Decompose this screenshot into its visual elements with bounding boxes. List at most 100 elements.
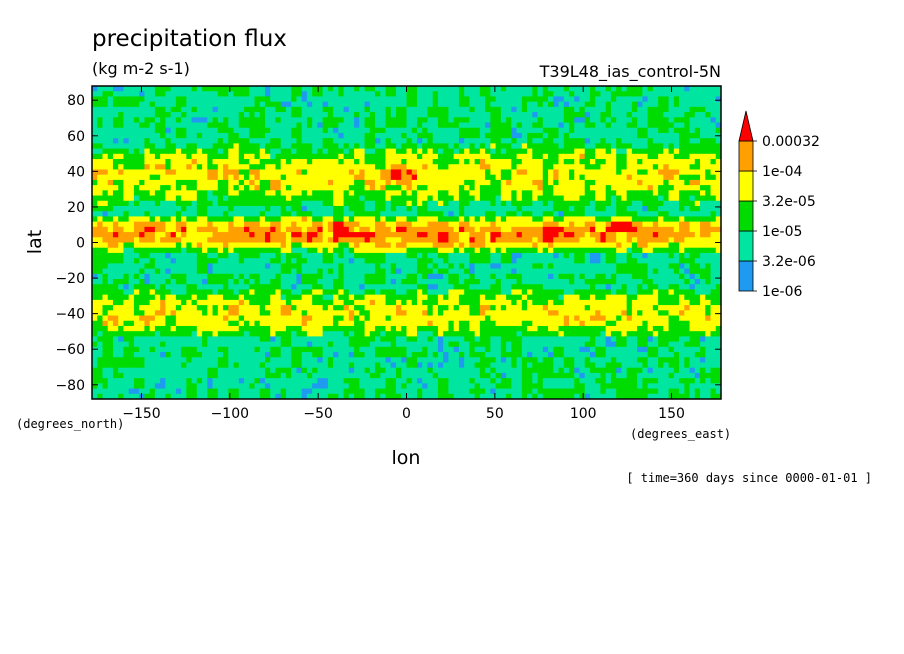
field-cell (485, 101, 491, 108)
field-cell (616, 247, 622, 254)
field-cell (207, 232, 213, 238)
field-cell (154, 294, 161, 301)
field-cell (369, 268, 376, 275)
field-cell (616, 216, 622, 223)
field-cell (354, 132, 360, 139)
field-cell (207, 185, 213, 191)
field-cell (322, 273, 329, 280)
field-cell (149, 232, 156, 238)
field-cell (563, 190, 570, 196)
field-cell (485, 122, 491, 129)
field-cell (160, 127, 166, 134)
field-cell (500, 190, 507, 196)
field-cell (642, 91, 649, 97)
field-cell (490, 148, 497, 155)
field-cell (432, 237, 439, 243)
field-cell (149, 101, 156, 108)
field-cell (595, 127, 601, 134)
field-cell (568, 216, 575, 223)
field-cell (506, 148, 512, 155)
field-cell (401, 86, 407, 92)
field-cell (495, 284, 502, 290)
field-cell (322, 101, 329, 108)
field-cell (406, 190, 413, 196)
field-cell (312, 174, 318, 181)
field-cell (238, 164, 245, 170)
field-cell (453, 185, 460, 191)
field-cell (228, 289, 234, 296)
field-cell (202, 252, 208, 259)
field-cell (217, 148, 224, 155)
field-cell (616, 143, 622, 149)
field-cell (710, 138, 717, 144)
field-cell (191, 106, 198, 113)
field-cell (275, 252, 282, 259)
field-cell (663, 263, 669, 269)
field-cell (343, 237, 350, 243)
field-cell (333, 226, 339, 233)
field-cell (584, 284, 591, 290)
field-cell (233, 258, 240, 264)
field-cell (548, 148, 554, 155)
field-cell (233, 263, 240, 269)
field-cell (133, 284, 140, 290)
field-cell (532, 200, 538, 207)
field-cell (102, 273, 109, 280)
field-cell (264, 138, 271, 144)
field-cell (500, 263, 507, 269)
field-cell (679, 132, 685, 139)
field-cell (584, 211, 591, 217)
field-cell (390, 232, 397, 238)
field-cell (275, 294, 282, 301)
field-cell (595, 221, 601, 228)
field-cell (548, 205, 554, 212)
field-cell (568, 284, 575, 290)
field-cell (191, 299, 198, 306)
field-cell (212, 185, 219, 191)
field-cell (652, 247, 659, 254)
field-cell (128, 247, 135, 254)
field-cell (527, 91, 533, 97)
field-cell (364, 252, 371, 259)
field-cell (97, 138, 103, 144)
field-cell (354, 263, 360, 269)
field-cell (479, 200, 486, 207)
field-cell (584, 112, 591, 118)
field-cell (128, 294, 135, 301)
field-cell (694, 112, 701, 118)
field-cell (280, 268, 287, 275)
field-cell (359, 252, 365, 259)
field-cell (427, 91, 434, 97)
field-cell (610, 294, 617, 301)
field-cell (244, 153, 250, 160)
field-cell (291, 185, 297, 191)
field-cell (175, 284, 182, 290)
field-cell (149, 226, 156, 233)
field-cell (385, 226, 392, 233)
field-cell (658, 91, 664, 97)
field-cell (301, 279, 308, 285)
field-cell (563, 247, 570, 254)
field-cell (123, 200, 130, 207)
field-cell (149, 195, 156, 202)
field-cell (238, 237, 245, 243)
field-cell (621, 221, 628, 228)
field-cell (144, 101, 151, 108)
field-cell (338, 174, 344, 181)
field-cell (485, 237, 491, 243)
field-cell (312, 258, 318, 264)
field-cell (500, 247, 507, 254)
field-cell (553, 148, 559, 155)
field-cell (364, 174, 371, 181)
field-cell (102, 122, 109, 129)
field-cell (542, 164, 549, 170)
field-cell (453, 299, 460, 306)
field-cell (694, 252, 701, 259)
field-cell (642, 153, 649, 160)
field-cell (537, 143, 544, 149)
field-cell (285, 132, 292, 139)
field-cell (411, 159, 418, 165)
field-cell (92, 148, 98, 155)
field-cell (416, 247, 423, 254)
field-cell (228, 273, 234, 280)
